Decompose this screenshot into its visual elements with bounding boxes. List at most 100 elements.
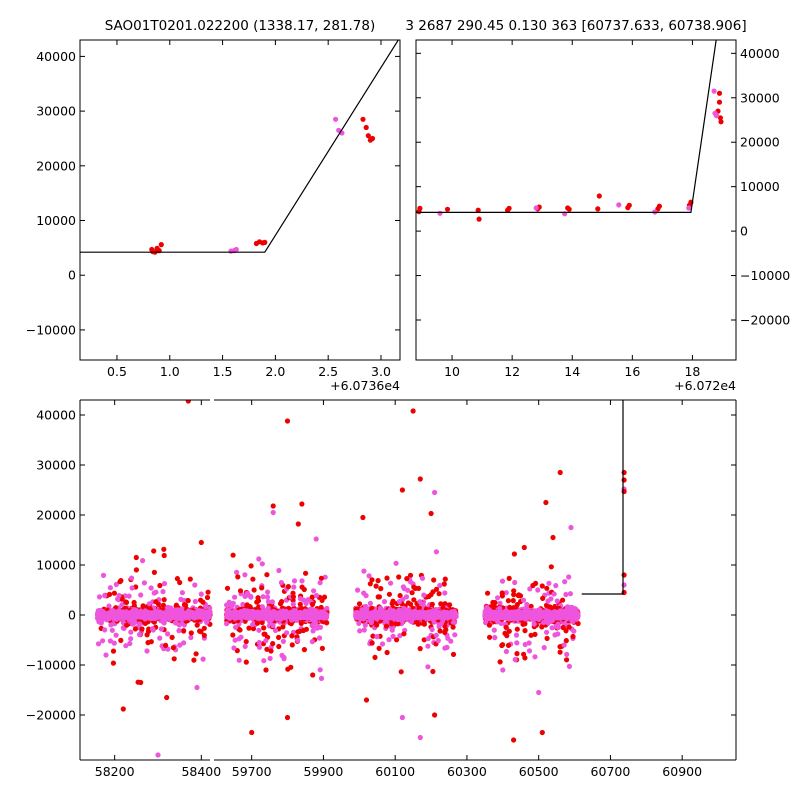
data-point	[381, 598, 388, 605]
data-point	[259, 604, 266, 610]
data-point	[118, 637, 124, 644]
data-point	[395, 621, 401, 627]
data-point	[718, 119, 724, 125]
top-left-title: SAO01T0201.022200 (1338.17, 281.78)	[105, 18, 376, 34]
data-point	[270, 609, 276, 616]
data-point	[401, 631, 407, 637]
data-point	[290, 601, 296, 607]
data-point	[125, 612, 131, 619]
data-point	[361, 627, 367, 633]
data-point	[356, 601, 363, 607]
data-point	[161, 552, 167, 559]
data-point	[506, 205, 512, 211]
data-point	[626, 202, 632, 208]
data-point	[131, 611, 137, 617]
data-point	[297, 601, 303, 608]
data-point	[231, 645, 237, 651]
data-point	[119, 613, 125, 619]
data-point	[120, 625, 126, 631]
data-point	[265, 589, 271, 595]
top-right-panel: 10 12 14 16 18−20000−10000010000200003000040…	[405, 18, 790, 393]
data-point	[113, 581, 119, 588]
data-point	[173, 612, 179, 618]
data-point	[256, 627, 262, 633]
data-point	[270, 622, 276, 629]
data-point	[123, 599, 129, 605]
x-tick-label: 12	[504, 364, 520, 379]
data-point	[425, 635, 431, 642]
data-point	[420, 601, 426, 608]
data-point	[244, 602, 250, 608]
data-point	[411, 597, 417, 603]
x-tick-label: 1.0	[160, 364, 180, 379]
data-point	[313, 536, 319, 542]
data-point	[437, 210, 443, 216]
data-point	[250, 621, 256, 628]
data-point	[111, 640, 117, 646]
data-point	[155, 752, 161, 758]
data-point	[311, 588, 317, 594]
data-point	[187, 576, 193, 582]
data-point	[616, 202, 622, 208]
data-point	[169, 614, 175, 621]
data-point	[390, 598, 396, 604]
data-point	[279, 652, 285, 659]
data-point	[386, 637, 392, 643]
data-point	[356, 620, 362, 627]
y-tick-label: 0	[68, 268, 76, 283]
plot-frame	[415, 39, 737, 361]
data-point	[192, 582, 198, 588]
data-point	[437, 628, 443, 634]
data-point	[318, 609, 325, 615]
data-point	[126, 593, 132, 599]
data-point	[137, 631, 143, 638]
data-point	[165, 631, 171, 637]
data-point	[301, 646, 308, 653]
data-point	[369, 135, 376, 142]
data-point	[185, 597, 191, 604]
data-point	[259, 561, 265, 567]
data-point	[124, 622, 130, 628]
data-point	[139, 626, 145, 632]
data-point	[296, 612, 302, 618]
data-point	[129, 575, 135, 581]
data-point	[198, 629, 204, 635]
data-point	[102, 592, 108, 599]
data-point	[254, 620, 261, 626]
data-point	[313, 592, 320, 599]
x-offset-label: +6.072e4	[674, 378, 736, 393]
data-point	[127, 640, 133, 647]
data-point	[235, 574, 241, 580]
data-point	[284, 630, 290, 636]
data-point	[133, 554, 139, 561]
data-point	[228, 611, 234, 617]
data-point	[195, 611, 201, 617]
data-point	[146, 601, 152, 607]
data-point	[289, 642, 295, 648]
data-point	[300, 597, 307, 603]
data-point	[158, 626, 164, 632]
data-point	[401, 585, 407, 592]
data-point	[716, 99, 723, 105]
data-point	[243, 638, 249, 645]
data-point	[268, 648, 274, 654]
bottom-panel: 58200 58400 59700 59900 60100 60300 60500 60700…	[26, 399, 737, 779]
data-point	[429, 601, 435, 607]
data-point	[411, 584, 417, 590]
data-point	[264, 594, 271, 600]
data-point	[238, 613, 244, 619]
data-point	[444, 644, 450, 651]
data-point	[246, 625, 252, 631]
data-point	[421, 592, 427, 598]
data-point	[430, 589, 436, 595]
data-point	[295, 637, 301, 644]
data-point	[384, 649, 390, 656]
data-point	[375, 577, 381, 584]
data-point	[96, 594, 103, 600]
data-point	[533, 205, 539, 211]
data-point	[408, 601, 414, 607]
data-point	[442, 576, 448, 582]
data-point	[204, 594, 211, 601]
data-point	[319, 645, 326, 652]
data-point	[317, 580, 323, 586]
